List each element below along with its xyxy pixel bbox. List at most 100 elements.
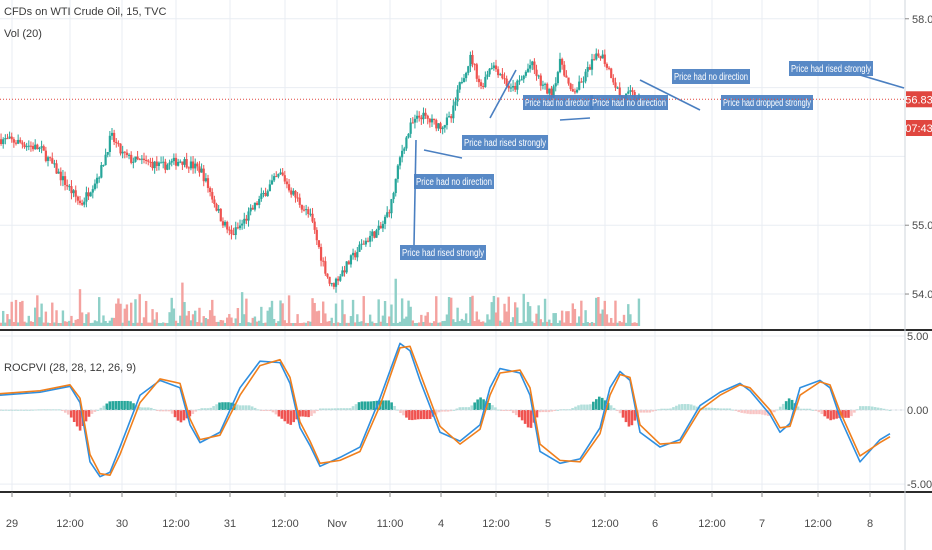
volume-bar xyxy=(309,321,312,326)
volume-bar xyxy=(637,298,641,326)
volume-bar xyxy=(166,322,169,326)
histogram-bar xyxy=(488,402,491,411)
volume-bar xyxy=(153,319,156,326)
candle-body xyxy=(511,85,515,88)
candle-body xyxy=(140,158,143,160)
volume-bar xyxy=(85,314,88,326)
annotation-callout[interactable]: Price had no direction xyxy=(590,95,668,110)
candle-body xyxy=(556,72,559,84)
histogram-bar xyxy=(882,408,886,411)
candle-body xyxy=(349,255,353,265)
annotations[interactable]: Price had rised strongly Price had no dir… xyxy=(400,61,905,260)
volume-bar xyxy=(437,322,440,326)
candle-body xyxy=(285,181,289,185)
histogram-bar xyxy=(336,408,340,411)
histogram-bar xyxy=(689,404,693,411)
histogram-bar xyxy=(817,410,821,413)
histogram-bar xyxy=(283,410,287,422)
annotation-callout[interactable]: Price had no direction xyxy=(414,174,494,189)
volume-bar xyxy=(255,321,259,326)
candle-body xyxy=(343,270,346,273)
annotation-callout[interactable]: Price had rised strongly xyxy=(400,245,486,260)
histogram-bar xyxy=(52,409,55,411)
candle-body xyxy=(433,118,436,121)
candle-body xyxy=(194,163,197,169)
candle-body xyxy=(117,143,120,145)
indicator-axis[interactable]: 5.00 0.00 -5.00 xyxy=(907,331,932,491)
volume-bar xyxy=(622,314,626,326)
volume-bar xyxy=(0,322,3,326)
histogram-bar xyxy=(43,409,46,411)
candle-body xyxy=(31,145,35,150)
volume-bar xyxy=(196,322,199,326)
volume-bar xyxy=(358,321,361,326)
price-axis[interactable]: 58.00 55.00 54.00 xyxy=(905,14,932,301)
volume-bar xyxy=(168,312,171,326)
candle-body xyxy=(460,82,463,84)
candle-body xyxy=(290,190,293,195)
volume-bar xyxy=(292,322,295,326)
volume-bar xyxy=(19,301,22,326)
candle-body xyxy=(219,208,222,222)
histogram-bar xyxy=(37,409,40,411)
histogram-bar xyxy=(864,406,868,411)
histogram-bar xyxy=(675,405,678,411)
histogram-bar xyxy=(170,410,174,414)
candle-body xyxy=(72,190,75,194)
candle-body xyxy=(424,112,427,116)
price-candles[interactable] xyxy=(0,48,641,293)
candle-body xyxy=(401,150,404,158)
volume-bar xyxy=(541,322,545,326)
candle-body xyxy=(113,132,116,142)
volume-bar xyxy=(191,314,195,326)
time-tick-label: 12:00 xyxy=(804,518,832,530)
annotation-text: Price had rised strongly xyxy=(791,64,871,75)
volume-bar xyxy=(162,322,165,326)
volume-bar xyxy=(356,314,359,326)
annotation-callout[interactable]: Price had no direction xyxy=(672,69,750,84)
candle-body xyxy=(426,115,429,119)
histogram-bar xyxy=(752,410,755,415)
histogram-bar xyxy=(150,407,153,411)
volume-bar xyxy=(151,309,154,326)
histogram-bar xyxy=(286,410,290,424)
candle-body xyxy=(409,122,412,134)
histogram-bar xyxy=(126,400,129,411)
histogram-bar xyxy=(13,409,17,411)
volume-bar xyxy=(607,322,611,326)
histogram-bar xyxy=(589,404,592,411)
volume-bar xyxy=(330,317,333,326)
candle-body xyxy=(610,68,613,79)
volume-bar xyxy=(206,319,210,326)
annotation-callout[interactable]: Price had no direction xyxy=(523,95,593,110)
indicator-pane[interactable] xyxy=(0,342,905,478)
histogram-bar xyxy=(105,403,109,411)
volume-bar xyxy=(23,321,26,326)
histogram-bar xyxy=(461,407,465,411)
time-axis[interactable]: 29 12:00 30 12:00 31 12:00 Nov 11:00 4 12:00 5 12:0… xyxy=(6,492,873,530)
volume-bar xyxy=(533,322,536,326)
time-tick-label: 4 xyxy=(438,518,444,530)
volume-bar xyxy=(428,322,432,326)
annotation-text: Price had rised strongly xyxy=(464,138,546,149)
candle-body xyxy=(2,139,5,145)
candle-body xyxy=(614,82,617,88)
candle-body xyxy=(91,189,94,193)
histogram-bar xyxy=(666,408,669,411)
annotation-callout[interactable]: Price had rised strongly xyxy=(462,135,548,150)
candle-body xyxy=(234,227,237,235)
histogram-bar xyxy=(778,406,782,411)
volume-bar xyxy=(501,322,504,326)
annotation-callout[interactable]: Price had dropped strongly xyxy=(721,95,813,110)
annotation-callout[interactable]: Price had rised strongly xyxy=(789,61,873,76)
candle-body xyxy=(584,71,587,82)
candle-body xyxy=(110,132,114,136)
time-tick-label: 12:00 xyxy=(271,518,299,530)
volume-bar xyxy=(285,322,289,326)
histogram-bar xyxy=(737,410,740,413)
volume-bar xyxy=(213,315,216,326)
candle-body xyxy=(273,176,276,181)
candle-body xyxy=(95,177,99,184)
candle-body xyxy=(302,209,306,211)
